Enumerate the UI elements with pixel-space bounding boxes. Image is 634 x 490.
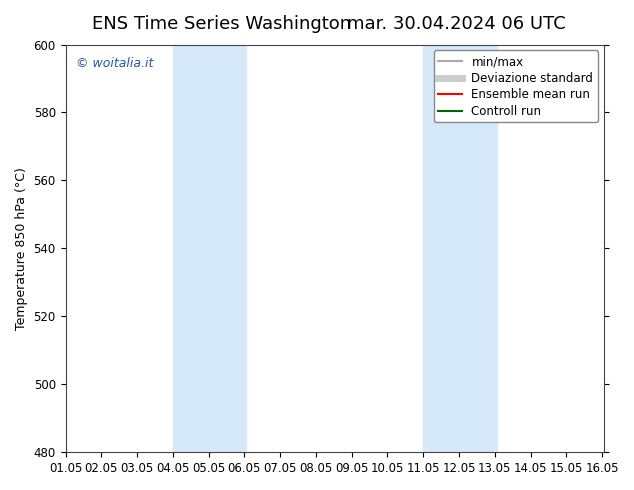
Y-axis label: Temperature 850 hPa (°C): Temperature 850 hPa (°C) (15, 167, 28, 330)
Bar (424, 45, 496, 452)
Bar (173, 45, 246, 452)
Text: mar. 30.04.2024 06 UTC: mar. 30.04.2024 06 UTC (347, 15, 566, 33)
Text: © woitalia.it: © woitalia.it (76, 57, 153, 70)
Legend: min/max, Deviazione standard, Ensemble mean run, Controll run: min/max, Deviazione standard, Ensemble m… (434, 50, 598, 123)
Text: ENS Time Series Washington: ENS Time Series Washington (93, 15, 351, 33)
